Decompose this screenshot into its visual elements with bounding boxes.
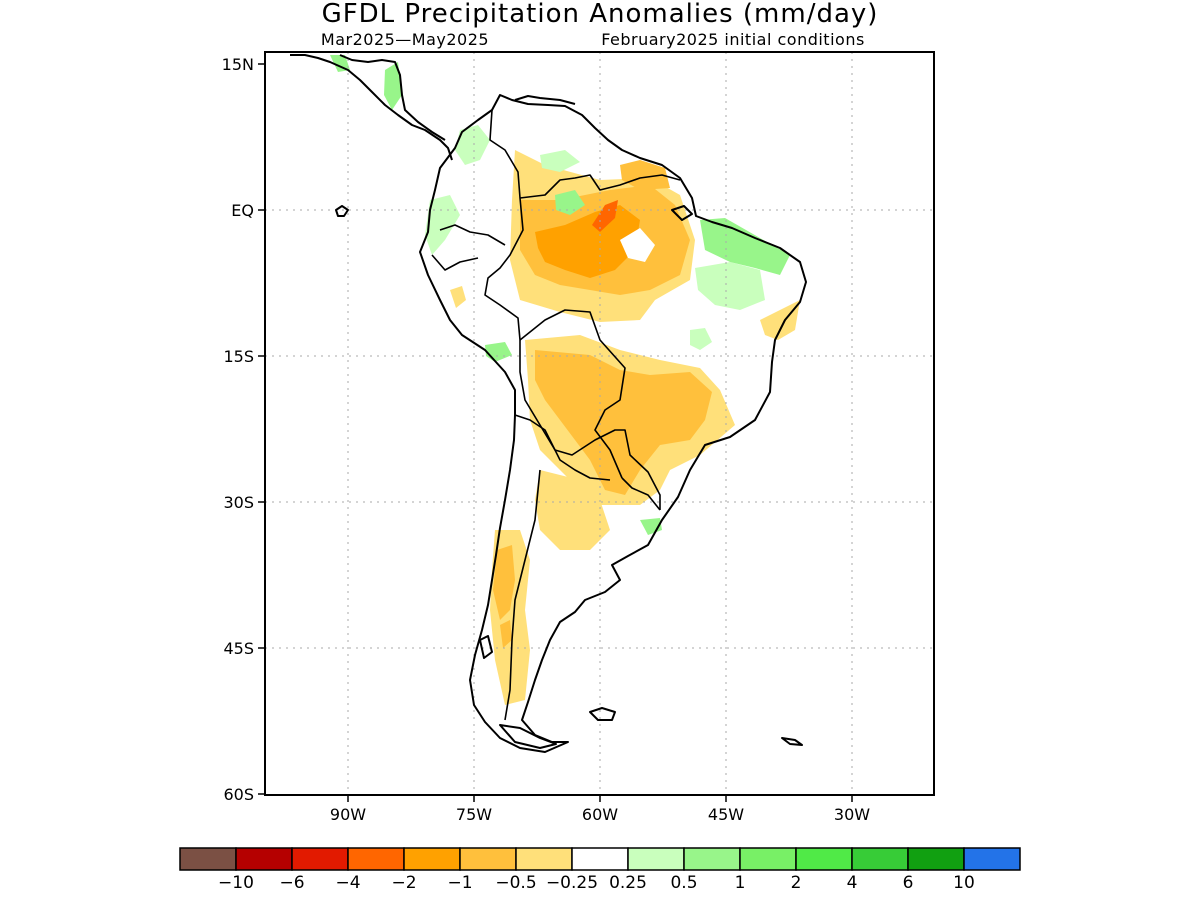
south-georgia <box>781 737 803 746</box>
dry-anomaly-moderate <box>535 350 712 495</box>
colorbar-swatch <box>907 847 965 871</box>
wet-anomaly-moderate <box>384 62 402 110</box>
colorbar-label: −1 <box>447 873 472 893</box>
dry-anomaly-light <box>760 300 800 340</box>
lon-label-30w: 30W <box>834 805 870 824</box>
colorbar-label: 0.25 <box>609 873 647 893</box>
anomaly-shading <box>330 55 800 705</box>
neutral-anomaly <box>620 228 655 262</box>
dry-anomaly-moderate <box>620 160 670 190</box>
dry-anomaly-strong <box>535 205 640 278</box>
colorbar-swatch <box>795 847 853 871</box>
wet-anomaly-light <box>540 150 580 172</box>
chiloe-island <box>479 635 493 659</box>
colorbar-swatch <box>291 847 349 871</box>
forecast-period-label: Mar2025—May2025 <box>321 30 489 49</box>
map-title: GFDL Precipitation Anomalies (mm/day) <box>322 0 879 29</box>
colorbar-label: 10 <box>953 873 975 893</box>
central-america-coastline <box>339 54 446 141</box>
caribbean-coast <box>514 95 576 105</box>
lat-label-eq: EQ <box>231 201 254 220</box>
initial-conditions-label: February2025 initial conditions <box>601 30 865 49</box>
dry-anomaly-moderate <box>493 545 515 620</box>
colorbar-label: −0.25 <box>546 873 598 893</box>
colorbar-label: 0.5 <box>670 873 697 893</box>
latitude-axis: 15N EQ 15S 30S 45S 60S <box>222 55 265 804</box>
colorbar-label: 1 <box>735 873 746 893</box>
colorbar-label: 6 <box>903 873 914 893</box>
south-america-coastline <box>419 94 807 753</box>
galapagos <box>335 205 349 217</box>
dry-anomaly-moderate <box>500 620 512 648</box>
wet-anomaly-moderate <box>555 190 585 215</box>
colorbar-label: 4 <box>847 873 858 893</box>
colorbar-swatch <box>739 847 797 871</box>
country-borders <box>431 109 681 721</box>
dry-anomaly-severe <box>592 200 618 232</box>
colorbar-swatch <box>515 847 573 871</box>
lon-label-45w: 45W <box>708 805 744 824</box>
colorbar-swatch <box>683 847 741 871</box>
colorbar-swatch <box>403 847 461 871</box>
dry-anomaly-light <box>450 286 466 308</box>
coastlines <box>290 54 807 753</box>
colorbar-swatch <box>851 847 909 871</box>
lon-label-90w: 90W <box>330 805 366 824</box>
lat-label-45s: 45S <box>223 639 254 658</box>
colorbar-label: 2 <box>791 873 802 893</box>
colorbar-swatch <box>347 847 405 871</box>
wet-anomaly-light <box>695 262 765 310</box>
tierra-del-fuego <box>499 724 557 749</box>
wet-anomaly-light <box>690 328 712 350</box>
wet-anomaly-moderate <box>700 218 790 275</box>
central-america-coastline <box>290 54 453 161</box>
lat-label-15s: 15S <box>223 347 254 366</box>
colorbar-swatch <box>459 847 517 871</box>
colorbar-swatch <box>179 847 237 871</box>
colorbar-swatch <box>627 847 685 871</box>
wet-anomaly-light <box>455 125 490 165</box>
lat-label-30s: 30S <box>223 493 254 512</box>
falkland-islands <box>589 707 616 721</box>
colorbar-label: −0.5 <box>495 873 536 893</box>
colorbar-label: −2 <box>391 873 416 893</box>
wet-anomaly-moderate <box>485 342 512 362</box>
colorbar-swatch <box>571 847 629 871</box>
colorbar-label: −10 <box>218 873 254 893</box>
longitude-axis: 90W 75W 60W 45W 30W <box>330 795 870 824</box>
map-area <box>265 52 934 795</box>
lat-label-15n: 15N <box>222 55 254 74</box>
lon-label-60w: 60W <box>582 805 618 824</box>
colorbar-swatch <box>235 847 293 871</box>
colorbar-swatch <box>963 847 1021 871</box>
lon-label-75w: 75W <box>456 805 492 824</box>
colorbar: −10 −6 −4 −2 −1 −0.5 −0.25 0.25 0.5 1 2 4 6 10 <box>179 847 1021 893</box>
graticule <box>265 52 934 795</box>
colorbar-label: −4 <box>335 873 360 893</box>
lat-label-60s: 60S <box>223 785 254 804</box>
marajo-island <box>671 205 693 221</box>
dry-anomaly-light <box>535 470 610 550</box>
colorbar-label: −6 <box>279 873 304 893</box>
